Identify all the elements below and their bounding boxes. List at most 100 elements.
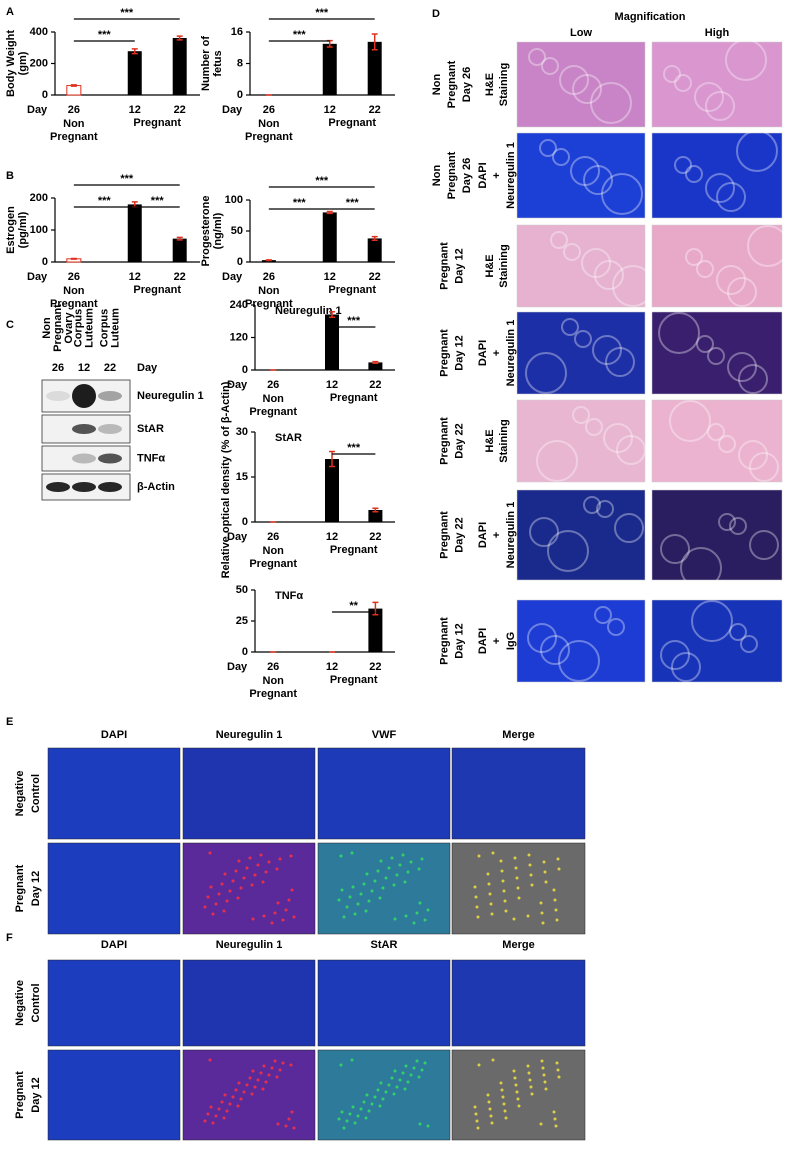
histology-row-label: Non [431,165,443,187]
tissue-texture [559,65,589,95]
fluorescence-signal [222,1116,226,1120]
fluorescence-signal [264,1080,268,1084]
y-tick-label: 30 [236,426,248,438]
y-axis-label: Number of [200,36,212,91]
fluorescence-signal [348,895,352,899]
group-label: Pregnant [133,117,181,129]
tissue-texture [727,277,757,307]
tissue-texture [561,318,579,336]
fluorescence-signal [379,859,383,863]
fluorescence-signal [203,905,207,909]
bar [322,43,337,95]
tissue-texture [547,530,589,572]
tissue-texture [536,440,578,482]
blot-day: 12 [78,362,90,374]
fluorescence-signal [527,1071,531,1075]
fluorescence-signal [409,1073,413,1077]
micrograph [516,132,646,219]
fluorescence-signal [517,896,521,900]
fluorescence-signal [340,1110,344,1114]
fluorescence-signal [528,1078,532,1082]
tissue-texture [738,440,768,470]
fluorescence-signal [556,1068,560,1072]
histology-row-label: Pregnant [438,417,450,465]
error-bar [176,35,183,41]
fluorescence-signal [491,1058,495,1062]
blot-column-header: Luteum [109,308,121,348]
tissue-texture [528,48,546,66]
tissue-texture [674,156,692,174]
error-bar [329,311,335,318]
if-row-label: Day 12 [30,1077,42,1112]
tissue-texture [747,225,789,267]
fluorescence-signal [251,1069,255,1073]
fluorescence-signal [404,914,408,918]
histology-row-label: Pregnant [446,151,458,199]
y-tick-label: 200 [30,57,48,69]
fluorescence-signal [475,1119,479,1123]
micrograph [651,224,783,308]
y-tick-label: 0 [242,364,248,376]
panel-letter: E [6,716,13,728]
tissue-texture [585,418,603,436]
bar [368,510,383,522]
bar [322,212,337,262]
x-tick-label: 12 [326,661,338,673]
fluorescence-signal [250,1092,254,1096]
fluorescence-signal [236,896,240,900]
significance-label: *** [120,7,134,19]
fluorescence-signal [364,1116,368,1120]
fluorescence-signal [540,911,544,915]
fluorescence-signal [248,856,252,860]
if-row-label: Pregnant [14,864,26,912]
error-bar [371,33,378,51]
micrograph [47,1049,181,1141]
fluorescence-signal [370,889,374,893]
significance-label: *** [98,29,112,41]
blot-band-label: TNFα [137,452,165,464]
y-tick-label: 16 [231,26,243,38]
fluorescence-signal [489,902,493,906]
fluorescence-signal [378,896,382,900]
fluorescence-signal [500,869,504,873]
y-axis-label: Progesterone [200,196,212,267]
fluorescence-signal [553,1117,557,1121]
fluorescence-signal [381,1097,385,1101]
y-tick-label: 0 [42,256,48,268]
x-tick-label: 22 [369,531,381,543]
chart-title: StAR [275,432,302,444]
fluorescence-signal [206,1112,210,1116]
significance-label: *** [315,7,329,19]
histology-stain-label: H&E [484,73,496,96]
y-tick-label: 8 [237,57,243,69]
fluorescence-signal [345,1119,349,1123]
fluorescence-signal [248,1076,252,1080]
fluorescence-signal [500,1088,504,1092]
chart-title: Neuregulin 1 [275,305,342,317]
if-column-header: DAPI [101,729,127,741]
fluorescence-signal [356,902,360,906]
x-tick-label: 26 [263,271,275,283]
blot-band [98,391,122,401]
tissue-texture [727,352,757,382]
tissue-texture [718,435,736,453]
histology-row-label: Day 12 [453,623,465,658]
group-label: Non [63,118,85,130]
fluorescence-signal [378,1104,382,1108]
panel-letter: D [432,8,440,20]
fluorescence-signal [373,1095,377,1099]
x-axis-label: Day [227,531,248,543]
fluorescence-signal [350,1058,354,1062]
fluorescence-signal [236,1104,240,1108]
x-tick-label: 26 [267,531,279,543]
fluorescence-signal [220,882,224,886]
tissue-texture [525,352,567,394]
group-label: Pregnant [330,392,378,404]
y-tick-label: 15 [236,471,248,483]
histology-row-label: Day 22 [453,517,465,552]
histology-stain-label: + [491,172,503,178]
fluorescence-signal [539,1122,543,1126]
tissue-texture [729,623,747,641]
x-axis-label: Day [222,104,243,116]
fluorescence-signal [504,909,508,913]
